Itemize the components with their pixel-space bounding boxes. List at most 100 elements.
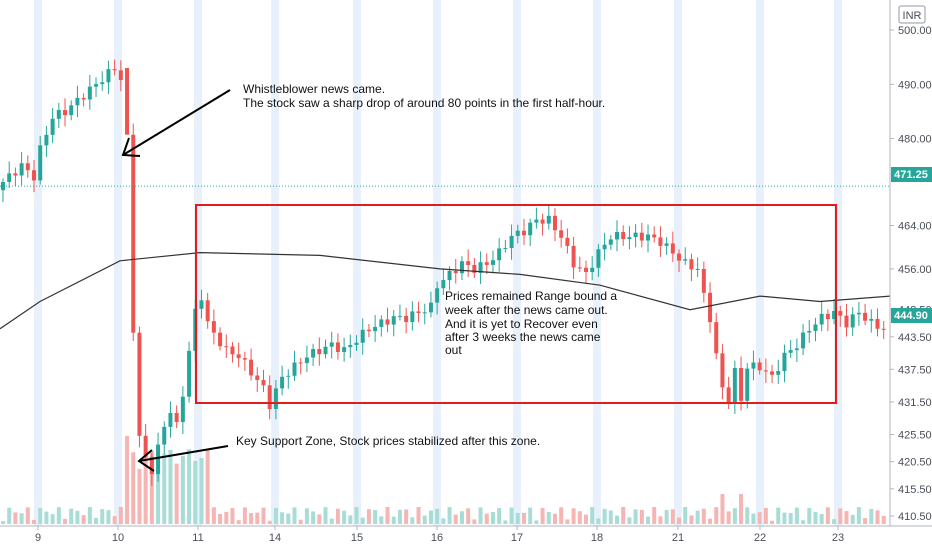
volume-bar xyxy=(162,453,167,524)
volume-bar xyxy=(627,517,632,524)
candle-body xyxy=(255,375,260,381)
volume-bar xyxy=(646,516,651,524)
volume-bar xyxy=(863,518,868,524)
volume-bar xyxy=(137,468,142,524)
price-tag-current-label: 444.90 xyxy=(894,310,928,322)
annotation-range-line-4: after 3 weeks the news came xyxy=(445,330,601,344)
annotation-range-line-1: Prices remained Range bound a xyxy=(445,289,617,303)
volume-bar xyxy=(329,518,334,524)
volume-bar xyxy=(118,507,123,524)
candle-body xyxy=(292,362,297,376)
candle-body xyxy=(677,253,682,261)
candle-body xyxy=(211,321,216,333)
session-band xyxy=(271,0,279,526)
volume-bar xyxy=(701,508,706,524)
candle-body xyxy=(534,219,539,223)
candle-body xyxy=(174,413,179,423)
volume-bar xyxy=(447,507,452,524)
volume-bar xyxy=(459,511,464,524)
volume-bar xyxy=(56,507,61,524)
volume-bar xyxy=(81,515,86,524)
volume-bar xyxy=(335,508,340,524)
volume-bar xyxy=(869,508,874,524)
candle-body xyxy=(404,315,409,322)
candle-body xyxy=(87,86,92,100)
candle-body xyxy=(112,69,117,71)
volume-bar xyxy=(745,507,750,524)
volume-bar xyxy=(100,509,105,524)
candle-body xyxy=(50,118,55,135)
volume-bar xyxy=(385,507,390,524)
candle-body xyxy=(559,230,564,238)
candle-body xyxy=(199,300,204,309)
volume-bar xyxy=(112,516,117,524)
volume-bar xyxy=(143,452,148,524)
candle-body xyxy=(794,348,799,351)
volume-bar xyxy=(832,519,837,524)
volume-bar xyxy=(87,507,92,524)
candle-body xyxy=(149,456,154,475)
candle-body xyxy=(770,371,775,375)
candle-body xyxy=(515,230,520,236)
time-axis-ticks: 9 10 11 14 15 16 17 18 21 22 23 xyxy=(35,526,844,544)
candle-body xyxy=(156,444,161,475)
price-tick-label: 443.50 xyxy=(898,332,932,344)
volume-bar xyxy=(174,463,179,524)
candle-body xyxy=(801,332,806,349)
candle-body xyxy=(304,357,309,364)
candle-body xyxy=(863,312,868,321)
volume-bar xyxy=(708,518,713,524)
price-axis[interactable] xyxy=(890,0,932,526)
candle-body xyxy=(615,232,620,240)
candle-body xyxy=(596,249,601,268)
candle-body xyxy=(583,267,588,273)
volume-bar xyxy=(32,519,37,524)
candle-body xyxy=(180,396,185,423)
volume-bar xyxy=(788,513,793,524)
time-tick-label: 23 xyxy=(832,532,844,544)
volume-bar xyxy=(540,507,545,524)
candle-body xyxy=(881,328,886,330)
volume-bar xyxy=(757,512,762,524)
volume-bar xyxy=(422,515,427,524)
candle-body xyxy=(422,312,427,314)
session-band xyxy=(194,0,202,526)
price-tick-label: 464.00 xyxy=(898,220,932,232)
volume-bar xyxy=(844,511,849,524)
candle-body xyxy=(819,313,824,325)
volume-bar xyxy=(218,513,223,524)
candle-body xyxy=(732,368,737,404)
candle-body xyxy=(602,244,607,250)
time-tick-label: 18 xyxy=(591,532,603,544)
volume-bar xyxy=(224,511,229,524)
volume-bar xyxy=(677,517,682,524)
candle-body xyxy=(850,314,855,328)
volume-bar xyxy=(404,509,409,524)
candle-body xyxy=(838,310,843,316)
volume-bar xyxy=(838,508,843,524)
candle-body xyxy=(317,348,322,355)
candle-body xyxy=(739,368,744,401)
volume-bar xyxy=(552,513,557,524)
volume-bar xyxy=(342,510,347,524)
volume-bar xyxy=(497,507,502,524)
volume-bar xyxy=(490,512,495,524)
volume-bar xyxy=(472,519,477,524)
candle-body xyxy=(286,375,291,377)
candle-body xyxy=(410,311,415,322)
volume-bar xyxy=(131,452,136,524)
candle-body xyxy=(236,354,241,359)
candle-body xyxy=(478,262,483,273)
volume-bar xyxy=(1,521,5,524)
candle-body xyxy=(311,348,316,358)
candle-body xyxy=(143,435,148,457)
volume-bar xyxy=(242,507,247,524)
candle-body xyxy=(94,84,99,87)
time-axis[interactable] xyxy=(0,526,932,550)
volume-bar xyxy=(683,507,688,524)
volume-bar xyxy=(205,449,210,524)
annotation-news-line-2: The stock saw a sharp drop of around 80 … xyxy=(243,96,605,110)
volume-bar xyxy=(577,511,582,524)
volume-bar xyxy=(75,510,80,524)
